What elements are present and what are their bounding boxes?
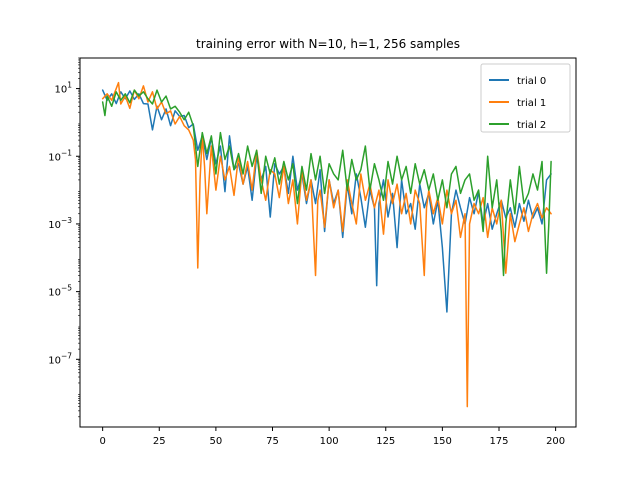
- legend: trial 0 trial 1 trial 2: [480, 63, 571, 133]
- y-tick-label-exponent: −5: [61, 284, 72, 293]
- series-line-trial-2: [101, 89, 552, 277]
- y-tick-label-exponent: −7: [61, 351, 72, 360]
- series-layer: [101, 81, 552, 408]
- chart-title: training error with N=10, h=1, 256 sampl…: [196, 37, 460, 51]
- x-tick-label: 125: [376, 436, 395, 447]
- y-tick-label: 10−5: [48, 284, 72, 299]
- x-tick-label: 25: [153, 436, 166, 447]
- y-tick-label-base: 10: [48, 288, 61, 299]
- y-tick-label-exponent: −1: [61, 148, 72, 157]
- y-tick-label-base: 10: [54, 85, 67, 96]
- y-tick-label-base: 10: [48, 152, 61, 163]
- x-tick-label: 175: [489, 436, 508, 447]
- y-tick-label: 10−7: [48, 351, 72, 366]
- y-tick-label: 10−3: [48, 216, 72, 231]
- legend-label-trial-1: trial 1: [517, 98, 546, 109]
- x-tick-label: 50: [210, 436, 223, 447]
- y-tick-label: 10−1: [48, 148, 72, 163]
- y-tick-label: 101: [54, 81, 72, 96]
- x-tick-label: 75: [266, 436, 279, 447]
- x-tick-label: 200: [546, 436, 565, 447]
- series-line-trial-1: [101, 81, 552, 408]
- y-tick-label-base: 10: [48, 220, 61, 231]
- y-tick-label-base: 10: [48, 355, 61, 366]
- plot-frame: [79, 57, 577, 428]
- legend-label-trial-2: trial 2: [517, 120, 546, 131]
- y-tick-label-exponent: 1: [67, 81, 72, 90]
- x-axis: 0 25 50 75 100 125 150 175 200: [99, 427, 565, 447]
- x-tick-label: 0: [99, 436, 105, 447]
- y-tick-label-exponent: −3: [61, 216, 72, 225]
- x-tick-label: 100: [320, 436, 339, 447]
- x-tick-label: 150: [433, 436, 452, 447]
- legend-label-trial-0: trial 0: [517, 76, 546, 87]
